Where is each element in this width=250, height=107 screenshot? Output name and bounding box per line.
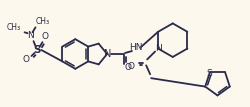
Text: S: S: [34, 45, 41, 55]
Text: N: N: [27, 31, 34, 40]
Text: O: O: [42, 32, 49, 41]
Text: O: O: [124, 63, 131, 72]
Text: N: N: [154, 44, 161, 53]
Text: O: O: [22, 55, 29, 64]
Text: CH₃: CH₃: [35, 17, 49, 26]
Text: HN: HN: [129, 43, 142, 52]
Text: S: S: [205, 69, 211, 78]
Text: O: O: [127, 62, 134, 71]
Text: CH₃: CH₃: [6, 23, 20, 32]
Text: N: N: [104, 49, 111, 59]
